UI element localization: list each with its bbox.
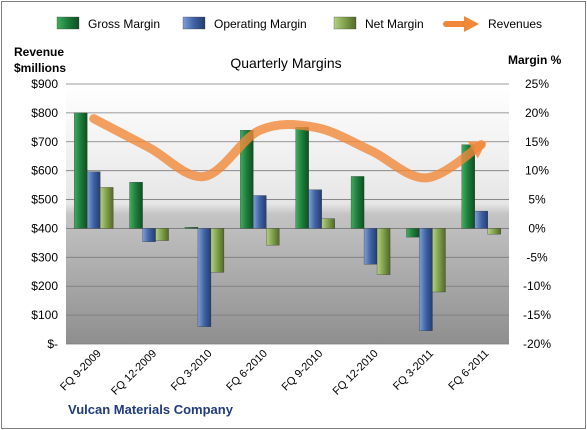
legend-label: Gross Margin — [88, 17, 160, 31]
bar-operating-margin — [142, 228, 156, 242]
bar-gross-margin — [350, 176, 365, 229]
right-tick-label: 10% — [525, 164, 549, 178]
bar-gross-margin — [129, 182, 143, 229]
bar-operating-margin — [419, 228, 433, 331]
legend-label: Operating Margin — [214, 17, 307, 31]
revenues-line-arrowhead — [467, 141, 487, 159]
bar-operating-margin — [197, 228, 212, 327]
bar-net-margin — [100, 187, 114, 229]
right-axis: -20% -15% -10% -5% 0% 5% 10% 15% 20% 25% — [523, 77, 551, 351]
right-tick-label: 15% — [525, 135, 549, 149]
left-tick-label: $- — [47, 337, 58, 351]
left-tick-label: $200 — [31, 279, 58, 293]
legend: Gross Margin Operating Margin Net Margin Re… — [56, 16, 542, 32]
bar-gross-margin — [74, 112, 88, 229]
revenue-line-series — [89, 114, 487, 183]
right-tick-label: 25% — [525, 77, 549, 91]
legend-swatch — [56, 16, 80, 30]
bar-net-margin — [487, 228, 501, 235]
left-axis-title-line1: Revenue — [14, 45, 64, 59]
bar-gross-margin — [184, 227, 199, 229]
legend-swatch — [333, 16, 357, 30]
bar-gross-margin — [240, 130, 254, 229]
bar-gross-margin — [406, 228, 420, 238]
right-tick-label: 5% — [528, 193, 546, 207]
revenues-line — [89, 114, 486, 183]
company-name: Vulcan Materials Company — [68, 402, 234, 417]
bar-gross-margin — [461, 144, 475, 229]
right-axis-title: Margin % — [508, 53, 562, 67]
left-axis-title-line2: $millions — [14, 61, 66, 75]
left-tick-label: $300 — [31, 250, 58, 264]
legend-label: Net Margin — [365, 17, 424, 31]
bar-net-margin — [210, 228, 225, 273]
bar-operating-margin — [308, 189, 322, 229]
left-tick-label: $900 — [31, 77, 58, 91]
right-tick-label: -15% — [523, 308, 551, 322]
bar-net-margin — [376, 228, 391, 275]
left-axis: $- $100 $200 $300 $400 $500 $600 $700 $800 $900 — [31, 77, 58, 351]
right-tick-label: 20% — [525, 106, 549, 120]
bar-net-margin — [321, 218, 335, 229]
left-tick-label: $800 — [31, 106, 58, 120]
bar-operating-margin — [253, 195, 267, 229]
bar-net-margin — [266, 228, 280, 246]
bar-net-margin — [432, 228, 446, 293]
bar-net-margin — [155, 228, 169, 241]
bar-operating-margin — [474, 210, 488, 229]
chart-title: Quarterly Margins — [230, 55, 341, 71]
left-tick-label: $500 — [31, 193, 58, 207]
right-tick-label: -5% — [526, 250, 548, 264]
legend-label: Revenues — [488, 17, 542, 31]
bar-operating-margin — [87, 171, 101, 229]
left-tick-label: $400 — [31, 221, 58, 235]
left-tick-label: $600 — [31, 164, 58, 178]
bar-series — [74, 112, 501, 331]
left-tick-label: $100 — [31, 308, 58, 322]
left-tick-label: $700 — [31, 135, 58, 149]
bar-gross-margin — [295, 127, 309, 229]
right-tick-label: 0% — [528, 221, 546, 235]
legend-swatch-arrow — [464, 16, 479, 32]
bar-operating-margin — [363, 228, 378, 265]
right-tick-label: -10% — [523, 279, 551, 293]
legend-swatch — [182, 16, 206, 30]
right-tick-label: -20% — [523, 337, 551, 351]
